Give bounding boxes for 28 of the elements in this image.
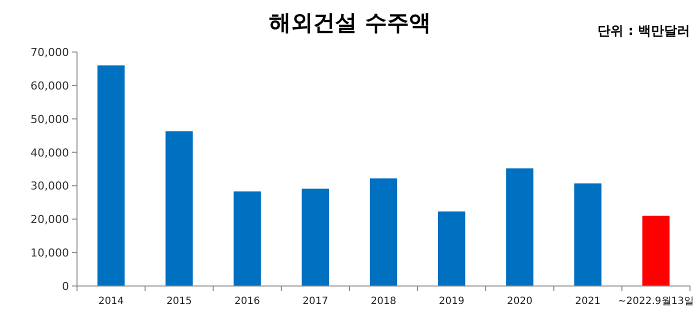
x-tick-label: 2020 [506, 296, 532, 307]
bar [438, 211, 466, 286]
chart-title: 해외건설 수주액 [269, 11, 431, 36]
bar [234, 191, 261, 286]
bar [166, 131, 193, 286]
x-tick-label: 2016 [234, 296, 260, 307]
y-tick-label: 10,000 [30, 246, 69, 260]
x-tick-label: ~2022.9월13일 [618, 296, 694, 307]
y-tick-label: 20,000 [30, 213, 69, 226]
y-tick-label: 0 [62, 280, 69, 293]
x-tick-label: 2018 [370, 296, 396, 307]
x-tick-label: 2017 [302, 296, 328, 307]
bar [97, 65, 125, 286]
x-tick-label: 2015 [166, 296, 192, 307]
bar [370, 178, 398, 286]
x-tick-label: 2014 [98, 296, 124, 307]
bar [302, 188, 330, 286]
y-tick-label: 40,000 [30, 146, 69, 160]
bar [506, 168, 534, 286]
y-tick-label: 60,000 [30, 79, 69, 92]
bar [574, 183, 602, 286]
bar [642, 216, 670, 286]
y-tick-label: 70,000 [30, 46, 69, 59]
y-tick-label: 50,000 [30, 112, 69, 126]
x-tick-label: 2021 [575, 296, 601, 307]
x-tick-label: 2019 [438, 296, 464, 307]
text: 단위 : 백만달러 [598, 24, 690, 39]
y-tick-label: 30,000 [30, 180, 69, 193]
